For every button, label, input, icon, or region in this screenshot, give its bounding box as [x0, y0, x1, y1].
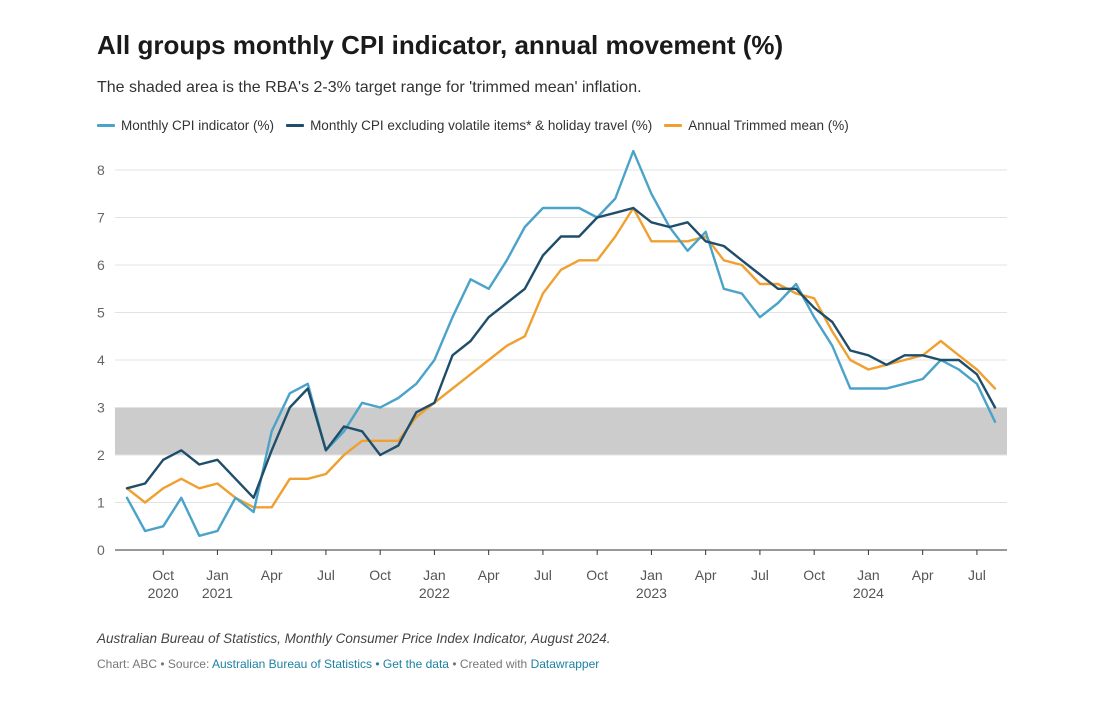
x-tick-label: Apr: [478, 567, 500, 583]
x-tick-year-label: 2021: [202, 585, 233, 601]
x-tick-year-label: 2024: [853, 585, 884, 601]
line-chart: 0 1 2 3 4 5 6 7 8 Oct 2020 Jan 2021 Apr Jul Oct Jan 2022 A…: [97, 150, 1007, 601]
y-tick-label: 5: [97, 305, 105, 321]
x-tick-label: Jul: [317, 567, 335, 583]
x-tick-label: Jul: [751, 567, 769, 583]
x-tick-label: Apr: [261, 567, 283, 583]
legend-swatch: [286, 124, 305, 127]
footer-separator: •: [160, 657, 165, 671]
legend-label: Annual Trimmed mean (%): [688, 118, 849, 133]
source-link[interactable]: Australian Bureau of Statistics: [211, 657, 373, 671]
source-label: Source:: [167, 657, 210, 671]
legend-item-monthly-cpi-excluding-volatile: Monthly CPI excluding volatile items* & …: [286, 118, 652, 133]
y-tick-label: 7: [97, 210, 105, 226]
y-tick-label: 1: [97, 495, 105, 511]
x-tick-label: Oct: [369, 567, 391, 583]
series-line-trimmed-mean: [125, 206, 997, 509]
series-line-monthly-cpi-excluding-volatile: [125, 206, 997, 499]
y-tick-label: 8: [97, 162, 105, 178]
y-tick-label: 0: [97, 542, 105, 558]
get-data-link[interactable]: Get the data: [382, 657, 449, 671]
legend: Monthly CPI indicator (%) Monthly CPI ex…: [97, 118, 861, 133]
x-tick-label: Apr: [695, 567, 717, 583]
x-tick-label: Jul: [968, 567, 986, 583]
x-tick-year-label: 2022: [419, 585, 450, 601]
chart-footer: Chart: ABC • Source: Australian Bureau o…: [97, 657, 599, 671]
series-line-monthly-cpi: [125, 150, 997, 537]
x-tick-year-label: 2020: [148, 585, 179, 601]
legend-swatch: [97, 124, 115, 127]
x-tick-label: Jan: [857, 567, 880, 583]
x-tick-label: Jan: [206, 567, 229, 583]
chart-notes: Australian Bureau of Statistics, Monthly…: [97, 631, 611, 646]
x-tick-label: Jul: [534, 567, 552, 583]
footer-separator: •: [452, 657, 457, 671]
legend-label: Monthly CPI indicator (%): [121, 118, 275, 133]
x-tick-label: Oct: [586, 567, 608, 583]
legend-item-trimmed-mean: Annual Trimmed mean (%): [664, 118, 849, 133]
target-range-band: [115, 407, 1007, 455]
legend-swatch: [664, 124, 683, 127]
x-tick-label: Apr: [912, 567, 934, 583]
chart-credit: Chart: ABC: [97, 657, 158, 671]
legend-item-monthly-cpi: Monthly CPI indicator (%): [97, 118, 274, 133]
x-tick-label: Oct: [152, 567, 174, 583]
y-tick-label: 6: [97, 257, 105, 273]
x-tick-label: Oct: [803, 567, 825, 583]
chart-title: All groups monthly CPI indicator, annual…: [97, 30, 784, 60]
y-tick-label: 3: [97, 400, 105, 416]
x-tick-year-label: 2023: [636, 585, 667, 601]
datawrapper-link[interactable]: Datawrapper: [530, 657, 600, 671]
created-with-label: Created with: [459, 657, 528, 671]
legend-label: Monthly CPI excluding volatile items* & …: [310, 118, 653, 133]
y-tick-label: 2: [97, 447, 105, 463]
y-tick-label: 4: [97, 352, 105, 368]
chart-subtitle: The shaded area is the RBA's 2-3% target…: [97, 79, 642, 96]
x-tick-label: Jan: [423, 567, 446, 583]
x-tick-label: Jan: [640, 567, 663, 583]
footer-separator: •: [375, 657, 380, 671]
